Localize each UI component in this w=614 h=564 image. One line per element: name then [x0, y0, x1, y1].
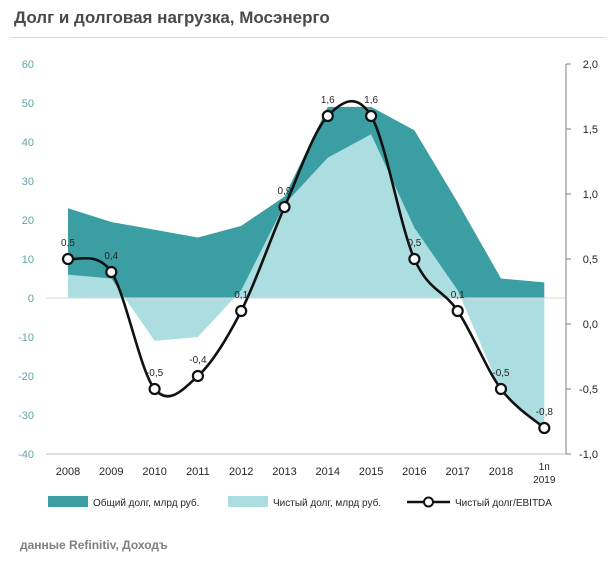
right-tick-label: 2,0 [583, 59, 598, 71]
ratio-point [235, 304, 248, 318]
ratio-data-label: 0,4 [104, 251, 118, 262]
x-tick-label: 2019 [533, 475, 556, 486]
ratio-point [278, 200, 291, 214]
ratio-data-label: 0,1 [451, 290, 465, 301]
left-tick-label: -40 [18, 449, 34, 461]
ratio-point [148, 382, 161, 396]
ratio-data-label: 1,6 [321, 95, 335, 106]
x-tick-label: 2014 [316, 466, 340, 478]
left-tick-label: -10 [18, 332, 34, 344]
x-tick-label: 2015 [359, 466, 383, 478]
left-tick-label: 10 [22, 254, 34, 266]
ratio-point [105, 265, 118, 279]
ratio-data-label: 0,9 [278, 186, 292, 197]
source-note: данные Refinitiv, Доходъ [20, 538, 168, 552]
x-tick-label: 2011 [186, 466, 210, 478]
x-tick-label: 2012 [229, 466, 253, 478]
ratio-data-label: -0,5 [146, 368, 164, 379]
legend-label-net-debt: Чистый долг, млрд руб. [273, 497, 381, 509]
right-tick-label: -1,0 [579, 449, 598, 461]
ratio-data-label: -0,4 [189, 355, 207, 366]
right-tick-label: 1,0 [583, 189, 598, 201]
left-tick-label: 50 [22, 98, 34, 110]
ratio-data-label: 1,6 [364, 95, 378, 106]
ratio-point [538, 421, 551, 435]
chart-title: Долг и долговая нагрузка, Мосэнерго [14, 8, 330, 27]
left-tick-label: 40 [22, 137, 34, 149]
left-tick-label: 0 [28, 293, 34, 305]
ratio-data-label: -0,5 [492, 368, 510, 379]
left-tick-label: 30 [22, 176, 34, 188]
left-tick-label: 60 [22, 59, 34, 71]
ratio-point [61, 252, 75, 266]
x-tick-label: 2018 [489, 466, 513, 478]
right-tick-label: -0,5 [579, 384, 598, 396]
ratio-point [191, 369, 204, 383]
x-tick-label: 2009 [99, 466, 123, 478]
net-debt-area [68, 134, 545, 427]
legend-label-ratio: Чистый долг/EBITDA [455, 498, 552, 509]
legend-swatch-ratio-marker [423, 496, 434, 508]
ratio-data-label: 0,1 [234, 290, 248, 301]
x-tick-label: 2008 [56, 466, 80, 478]
legend-label-total-debt: Общий долг, млрд руб. [93, 497, 199, 509]
ratio-data-label: 0,5 [407, 238, 421, 249]
x-tick-label: 2016 [402, 466, 426, 478]
left-tick-label: 20 [22, 215, 34, 227]
ratio-point [451, 304, 464, 318]
x-tick-label: 2017 [445, 466, 469, 478]
legend-swatch-net-debt [228, 496, 268, 507]
ratio-data-label: 0,5 [61, 238, 75, 249]
ratio-point [321, 109, 334, 123]
x-tick-label: 2010 [142, 466, 166, 478]
ratio-point [365, 109, 378, 123]
left-tick-label: -30 [18, 410, 34, 422]
ratio-data-label: -0,8 [536, 407, 554, 418]
legend-swatch-total-debt [48, 496, 88, 507]
x-tick-label: 1п [539, 462, 550, 473]
ratio-point [494, 382, 508, 396]
ratio-point [408, 252, 421, 266]
right-tick-label: 0,0 [583, 319, 598, 331]
title-divider [10, 37, 606, 38]
right-tick-label: 1,5 [583, 124, 598, 136]
x-tick-label: 2013 [272, 466, 296, 478]
right-tick-label: 0,5 [583, 254, 598, 266]
left-tick-label: -20 [18, 371, 34, 383]
